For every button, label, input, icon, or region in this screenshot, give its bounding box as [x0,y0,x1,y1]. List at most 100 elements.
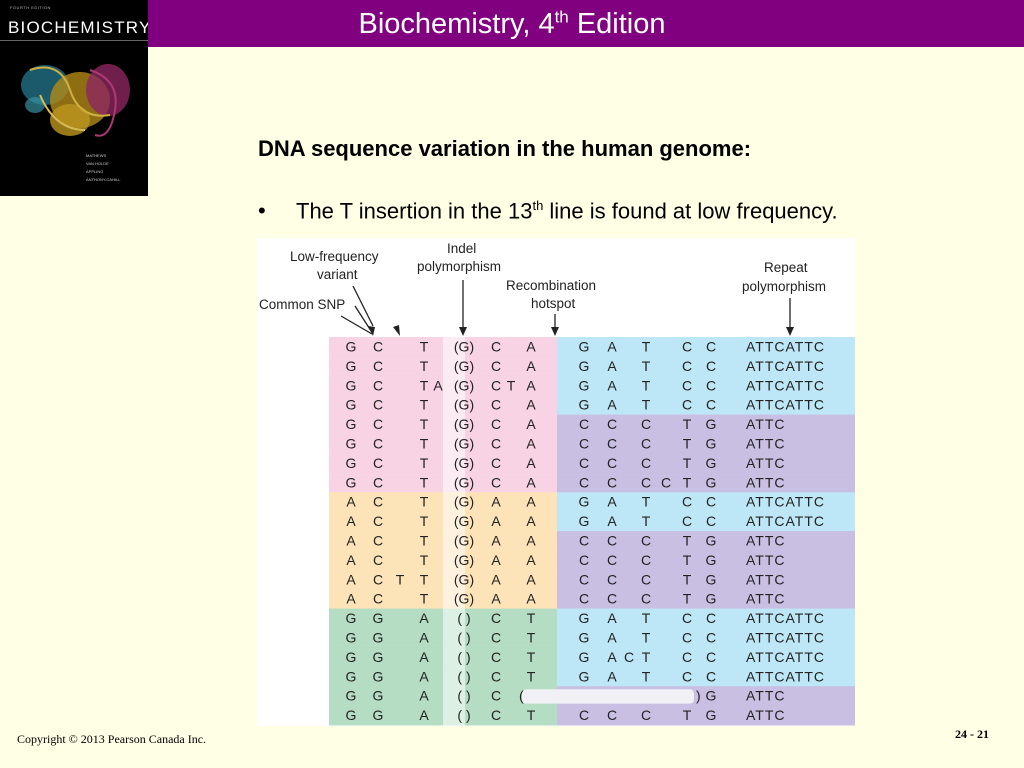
base-c-1: A [491,494,501,510]
repeat-sequence: ATTC [746,533,786,549]
base-r-5: C [706,339,716,355]
cover-title: BIOCHEMISTRY [8,18,148,37]
base-r-4: T [683,707,692,723]
base-r-3: T [642,377,651,393]
base-r-4: T [683,474,692,490]
base-c-1: C [491,455,501,471]
base-r-1: C [579,707,589,723]
band-right [557,414,855,435]
bullet-point: • The T insertion in the 13th line is fou… [258,198,838,224]
base-r-3: C [641,533,651,549]
deletion-close-paren: ) [696,688,701,704]
label-common-snp: Common SNP [259,297,345,312]
base-snp-1: G [346,416,357,432]
repeat-sequence: ATTC [746,455,786,471]
base-r-2: A [607,668,617,684]
base-snp-2: G [373,630,384,646]
base-c-2: A [526,513,536,529]
base-snp-1: G [346,649,357,665]
base-r-1: G [579,494,590,510]
repeat-sequence: ATTCATTC [746,494,825,510]
repeat-sequence: ATTCATTC [746,377,825,393]
base-r-2: C [607,552,617,568]
variant-base: A [433,377,443,393]
base-snp-2: G [373,668,384,684]
base-t: A [419,707,429,723]
base-c-1: C [491,688,501,704]
base-r-5: G [706,474,717,490]
base-r-2: A [607,610,617,626]
band-right [557,472,855,493]
base-r-1: G [579,610,590,626]
base-snp-2: C [373,552,383,568]
base-c-1: A [491,513,501,529]
base-t: T [420,358,429,374]
base-t: T [420,591,429,607]
base-snp-2: C [373,591,383,607]
indel-site: (G) [454,533,474,549]
base-c-2: T [527,649,536,665]
base-r-5: G [706,455,717,471]
repeat-sequence: ATTC [746,416,786,432]
base-r-5: C [706,397,716,413]
indel-site: ( ) [457,630,470,646]
inserted-base-3: C [624,649,634,665]
base-r-1: G [579,630,590,646]
header-bar [0,0,1024,47]
indel-site: ( ) [457,707,470,723]
base-r-1: C [579,474,589,490]
base-r-3: T [642,513,651,529]
base-c-2: A [526,339,536,355]
base-r-5: G [706,416,717,432]
band-right [557,608,855,629]
band-right [557,531,855,551]
base-r-4: T [683,591,692,607]
indel-site: (G) [454,436,474,452]
base-snp-2: C [373,377,383,393]
base-snp-1: G [346,668,357,684]
base-r-1: G [579,668,590,684]
base-c-1: A [491,571,501,587]
base-snp-1: A [346,533,356,549]
base-snp-2: C [373,533,383,549]
base-r-1: C [579,455,589,471]
repeat-sequence: ATTCATTC [746,649,825,665]
base-r-3: T [642,668,651,684]
base-snp-2: C [373,474,383,490]
base-c-2: A [526,474,536,490]
base-snp-1: G [346,397,357,413]
book-cover-image: FOURTH EDITION BIOCHEMISTRY MATHEWS VAN … [0,0,148,196]
base-snp-2: C [373,494,383,510]
base-r-4: T [683,416,692,432]
band-right [557,550,855,571]
base-r-2: C [607,707,617,723]
base-snp-1: G [346,630,357,646]
repeat-sequence: ATTCATTC [746,630,825,646]
base-t: T [420,339,429,355]
base-r-5: C [706,494,716,510]
base-snp-1: G [346,436,357,452]
base-r-2: A [607,358,617,374]
base-r-2: C [607,474,617,490]
base-c-1: C [491,377,501,393]
base-r-1: G [579,377,590,393]
base-r-1: G [579,397,590,413]
base-r-1: G [579,649,590,665]
base-r-2: C [607,436,617,452]
indel-site: (G) [454,455,474,471]
label-low-frequency-variant-1: Low-frequency [290,249,379,264]
base-t: A [419,668,429,684]
base-r-5: G [706,688,717,704]
indel-site: (G) [454,397,474,413]
base-r-2: A [607,339,617,355]
base-r-1: C [579,591,589,607]
base-c-1: C [491,416,501,432]
base-r-2: A [607,377,617,393]
repeat-sequence: ATTC [746,688,786,704]
dna-variation-figure: Low-frequency variant Indel polymorphism… [257,238,855,726]
indel-site: (G) [454,591,474,607]
base-snp-1: A [346,591,356,607]
base-r-2: C [607,416,617,432]
base-r-5: G [706,533,717,549]
base-c-1: C [491,474,501,490]
